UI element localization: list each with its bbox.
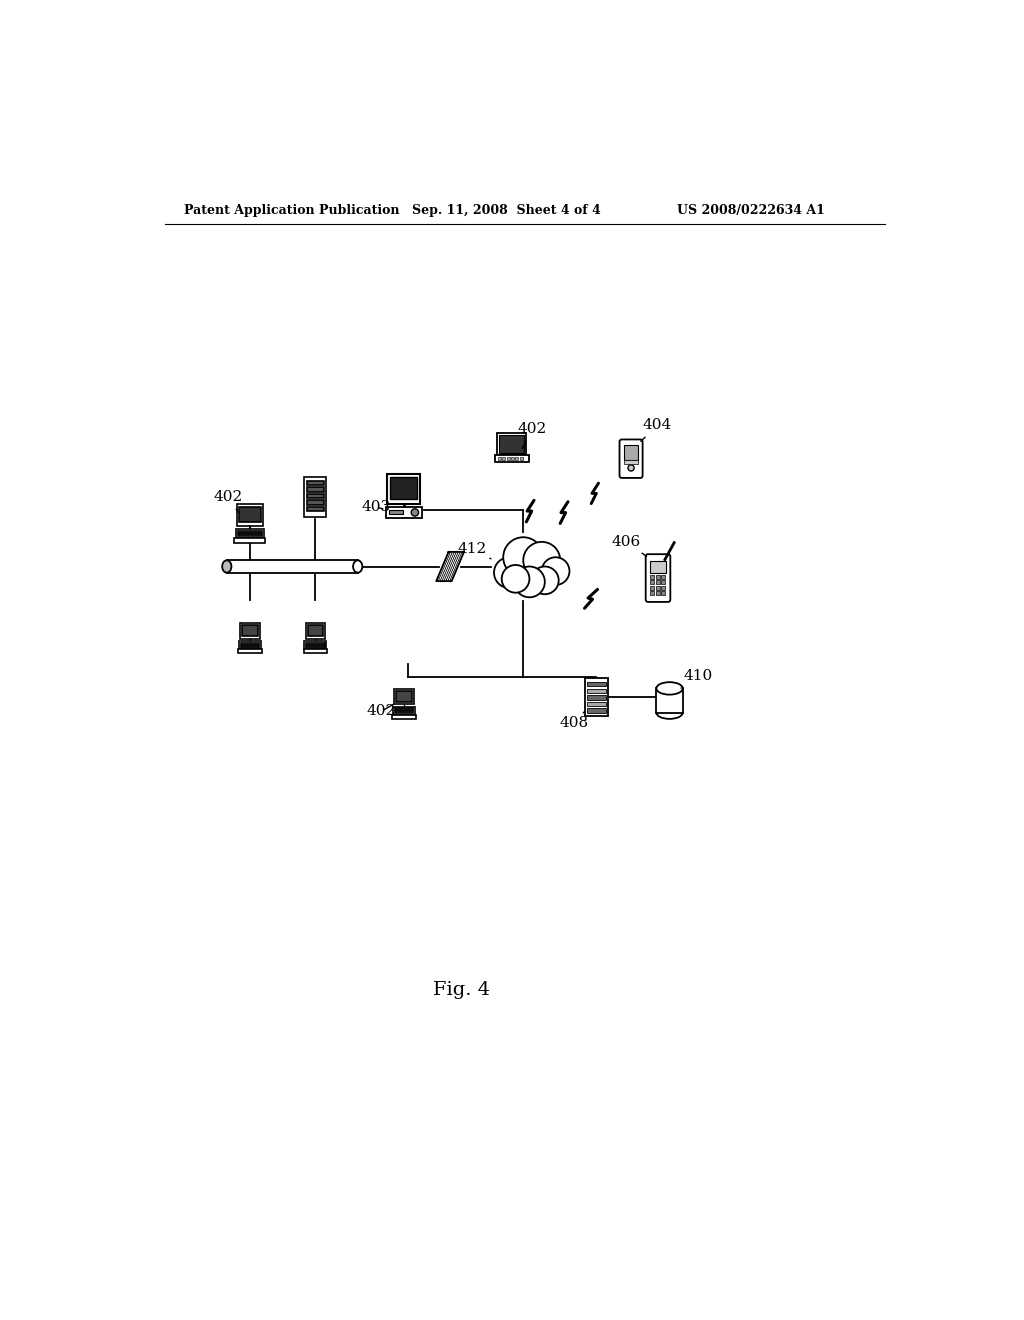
Bar [650,561,666,573]
Bar [240,507,260,523]
Bar [587,689,606,693]
Circle shape [523,541,560,579]
Circle shape [628,465,634,471]
Text: 412: 412 [458,541,490,558]
Bar [511,457,514,461]
Bar [393,708,415,714]
Bar [655,591,659,595]
Bar [238,504,263,525]
Bar [587,709,606,713]
Text: 402: 402 [367,704,396,718]
Circle shape [502,565,529,593]
Bar [394,708,413,710]
Bar [306,643,325,644]
Bar [520,457,522,461]
Bar [650,591,654,595]
Bar [307,626,324,636]
Bar [238,535,262,536]
Text: 402: 402 [214,490,243,512]
Bar [390,478,418,499]
Bar [303,649,327,653]
Bar [662,581,665,585]
Bar [239,649,262,653]
FancyBboxPatch shape [646,554,671,602]
Bar [587,696,606,700]
Bar [662,576,665,578]
Text: 408: 408 [559,711,589,730]
Bar [306,494,325,498]
Circle shape [412,508,419,516]
Bar [392,714,416,718]
Bar [495,455,528,462]
Bar [394,711,413,713]
Bar [585,678,608,717]
Bar [394,689,414,705]
Bar [650,586,654,590]
Ellipse shape [222,560,231,573]
Polygon shape [436,552,464,581]
Bar [305,623,326,639]
Bar [650,576,654,578]
Bar [655,581,659,585]
Bar [386,507,422,517]
Text: 403: 403 [361,500,391,513]
Bar [306,500,325,504]
Bar [500,436,524,453]
Circle shape [514,566,545,597]
Bar [388,510,403,513]
Bar [662,586,665,590]
Text: Sep. 11, 2008  Sheet 4 of 4: Sep. 11, 2008 Sheet 4 of 4 [412,205,600,218]
Bar [236,528,264,539]
Bar [241,645,259,648]
Bar [502,457,505,461]
Bar [239,642,261,649]
Text: 410: 410 [681,669,713,688]
Bar [497,433,526,455]
Ellipse shape [656,682,683,694]
Bar [656,689,683,713]
Text: 406: 406 [611,535,646,557]
Bar [507,457,510,461]
Bar [306,507,325,511]
Bar [655,576,659,578]
Bar [655,586,659,590]
Bar [241,643,259,644]
Bar [515,457,518,461]
Text: Patent Application Publication: Patent Application Publication [184,205,400,218]
Bar [396,690,412,702]
Bar [234,539,265,544]
Bar [306,487,325,492]
Bar [240,623,260,639]
Bar [304,477,327,517]
Text: 402: 402 [518,422,547,449]
Bar [226,560,357,573]
Bar [587,702,606,706]
Ellipse shape [353,560,362,573]
Bar [238,531,262,533]
Bar [306,645,325,648]
Bar [306,480,325,486]
Bar [625,445,638,461]
FancyBboxPatch shape [620,440,643,478]
Circle shape [531,566,559,594]
Bar [387,474,421,504]
Text: Fig. 4: Fig. 4 [433,981,490,999]
Bar [587,682,606,686]
Bar [650,581,654,585]
Circle shape [503,537,544,577]
Circle shape [542,557,569,585]
Bar [242,626,258,636]
Circle shape [494,557,525,589]
Text: 404: 404 [641,418,672,441]
Text: US 2008/0222634 A1: US 2008/0222634 A1 [677,205,825,218]
Bar [625,461,638,465]
Bar [304,642,327,649]
Bar [662,591,665,595]
Bar [498,457,501,461]
